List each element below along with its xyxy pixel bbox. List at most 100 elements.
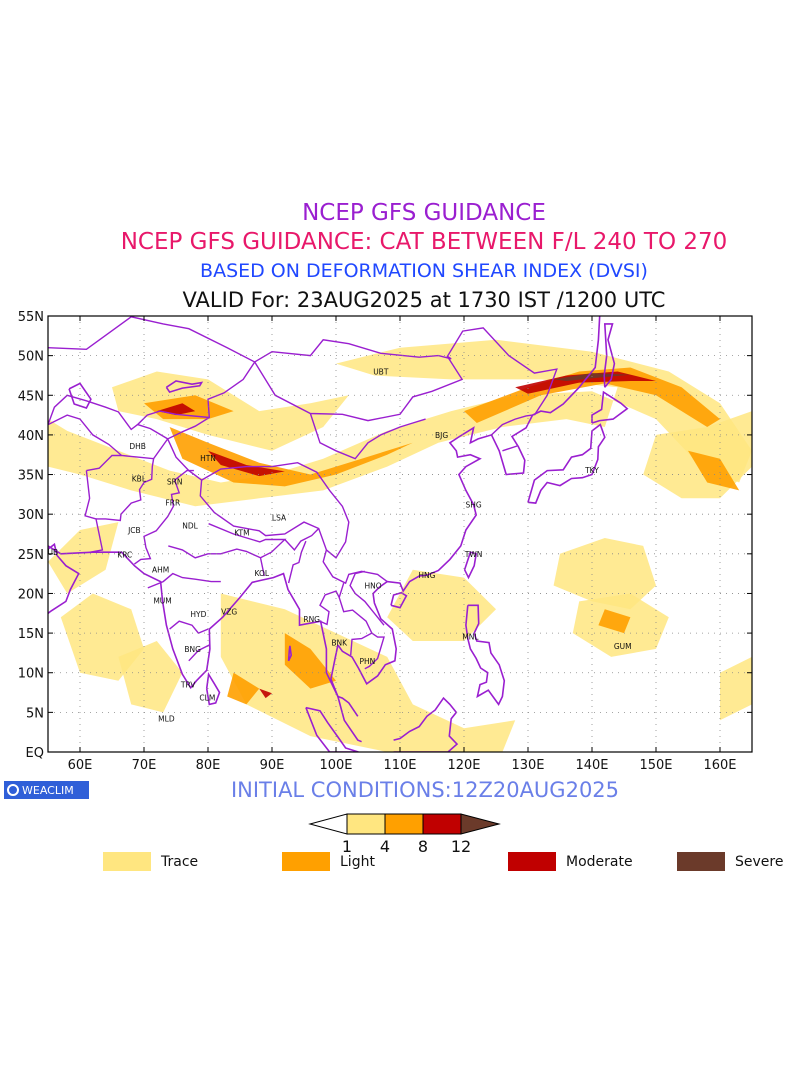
- turbulence-region: [688, 450, 740, 491]
- coastline: [527, 423, 606, 504]
- weaclim-label: WEACLIM: [22, 783, 74, 797]
- city-label-ktm: KTM: [234, 528, 249, 537]
- lat-label: 40N: [18, 429, 44, 444]
- lat-label: 45N: [18, 389, 44, 404]
- lat-label: 5N: [26, 706, 44, 721]
- legend-label-trace: Trace: [161, 853, 199, 870]
- lat-label: 30N: [18, 508, 44, 523]
- city-label-shg: SHG: [465, 501, 481, 510]
- coastline: [165, 380, 204, 394]
- turbulence-region: [259, 688, 272, 699]
- country-border: [208, 523, 287, 577]
- lat-label: 50N: [18, 350, 44, 365]
- lon-label: 110E: [383, 758, 416, 773]
- city-markers: UBT BJG TKY SHG TWN HNG HNO RNG BNK PHN MNL GUM DHB H…: [42, 367, 632, 724]
- lon-label: 140E: [575, 758, 608, 773]
- city-label-vzg: VZG: [221, 608, 237, 617]
- legend-item-light: Light: [282, 852, 375, 871]
- city-label-trv: TRV: [180, 681, 196, 690]
- coastline: [48, 542, 80, 614]
- lat-label: 25N: [18, 548, 44, 563]
- turbulence-region: [598, 609, 631, 634]
- legend-swatch-trace: [103, 852, 151, 871]
- country-border: [169, 620, 209, 634]
- city-label-frr: FRR: [165, 498, 180, 507]
- main-title: NCEP GFS GUIDANCE: [302, 200, 546, 226]
- country-border: [502, 445, 518, 452]
- lon-label: 70E: [132, 758, 157, 773]
- country-border: [86, 454, 122, 472]
- lon-label: 160E: [703, 758, 736, 773]
- lat-label: 55N: [18, 310, 44, 325]
- lon-label: 90E: [260, 758, 285, 773]
- lon-label: 150E: [639, 758, 672, 773]
- coastline: [465, 604, 506, 706]
- country-border: [319, 582, 345, 626]
- country-border: [48, 316, 558, 416]
- legend-item-moderate: Moderate: [508, 852, 633, 871]
- city-label-phn: PHN: [359, 657, 375, 666]
- country-border: [309, 413, 426, 460]
- turbulence-region: [553, 538, 656, 610]
- country-border: [491, 414, 533, 436]
- city-label-clm: CLM: [199, 693, 215, 702]
- valid-time: VALID For: 23AUG2025 at 1730 IST /1200 U…: [182, 288, 666, 312]
- country-border: [349, 570, 385, 626]
- coastline: [330, 644, 359, 717]
- city-label-mld: MLD: [158, 715, 175, 724]
- lon-label: 120E: [447, 758, 480, 773]
- initial-conditions: INITIAL CONDITIONS:12Z20AUG2025: [230, 778, 620, 802]
- country-border: [287, 540, 307, 584]
- legend-item-trace: Trace: [103, 852, 198, 871]
- city-label-ahm: AHM: [152, 566, 169, 575]
- turbulence-region: [169, 427, 413, 487]
- map-axes: 60E 70E 80E 90E 100E 110E 120E 130E 140E 150E 160E…: [18, 310, 752, 773]
- city-label-dhb: DHB: [129, 442, 146, 451]
- coastline: [393, 696, 459, 752]
- city-label-hng: HNG: [418, 571, 435, 580]
- country-border: [147, 572, 221, 589]
- lat-label: 20N: [18, 587, 44, 602]
- legend-item-severe: Severe: [677, 852, 783, 871]
- turbulence-region: [227, 672, 260, 705]
- lat-label: 35N: [18, 469, 44, 484]
- city-label-srn: SRN: [167, 478, 183, 487]
- country-border: [168, 545, 261, 559]
- lat-label: 10N: [18, 667, 44, 682]
- weaclim-circle-icon: [7, 784, 19, 796]
- country-border: [166, 361, 388, 585]
- city-label-dub: DUB: [42, 548, 58, 557]
- legend-label-light: Light: [340, 853, 375, 870]
- country-border: [48, 394, 139, 431]
- coastline: [390, 591, 408, 609]
- lon-label: 60E: [68, 758, 93, 773]
- city-label-htn: HTN: [200, 454, 216, 463]
- lon-label: 130E: [511, 758, 544, 773]
- city-label-hno: HNO: [365, 582, 382, 591]
- city-label-ndl: NDL: [182, 521, 198, 530]
- turbulence-region: [553, 373, 631, 381]
- city-label-bnk: BNK: [331, 639, 348, 648]
- country-border: [84, 470, 104, 553]
- coastline: [205, 671, 221, 706]
- coastline: [68, 382, 92, 409]
- legend-swatch-severe: [677, 852, 725, 871]
- turbulence-region: [284, 633, 336, 689]
- coastline: [287, 645, 293, 662]
- legend-label-moderate: Moderate: [566, 853, 633, 870]
- city-label-rng: RNG: [303, 615, 320, 624]
- coastline: [463, 551, 478, 580]
- subtitle-cat-level: NCEP GFS GUIDANCE: CAT BETWEEN F/L 240 T…: [120, 229, 728, 255]
- city-label-bjg: BJG: [435, 431, 448, 440]
- city-label-bng: BNG: [184, 645, 201, 654]
- country-border: [338, 597, 373, 656]
- country-border: [133, 469, 194, 565]
- city-label-ubt: UBT: [373, 367, 389, 376]
- legend-label-severe: Severe: [735, 853, 784, 870]
- turbulence-region: [208, 450, 285, 477]
- lat-label: 15N: [18, 627, 44, 642]
- city-label-kbl: KBL: [132, 475, 147, 484]
- country-border: [96, 458, 155, 522]
- lat-label: EQ: [26, 746, 44, 761]
- country-border: [364, 632, 385, 670]
